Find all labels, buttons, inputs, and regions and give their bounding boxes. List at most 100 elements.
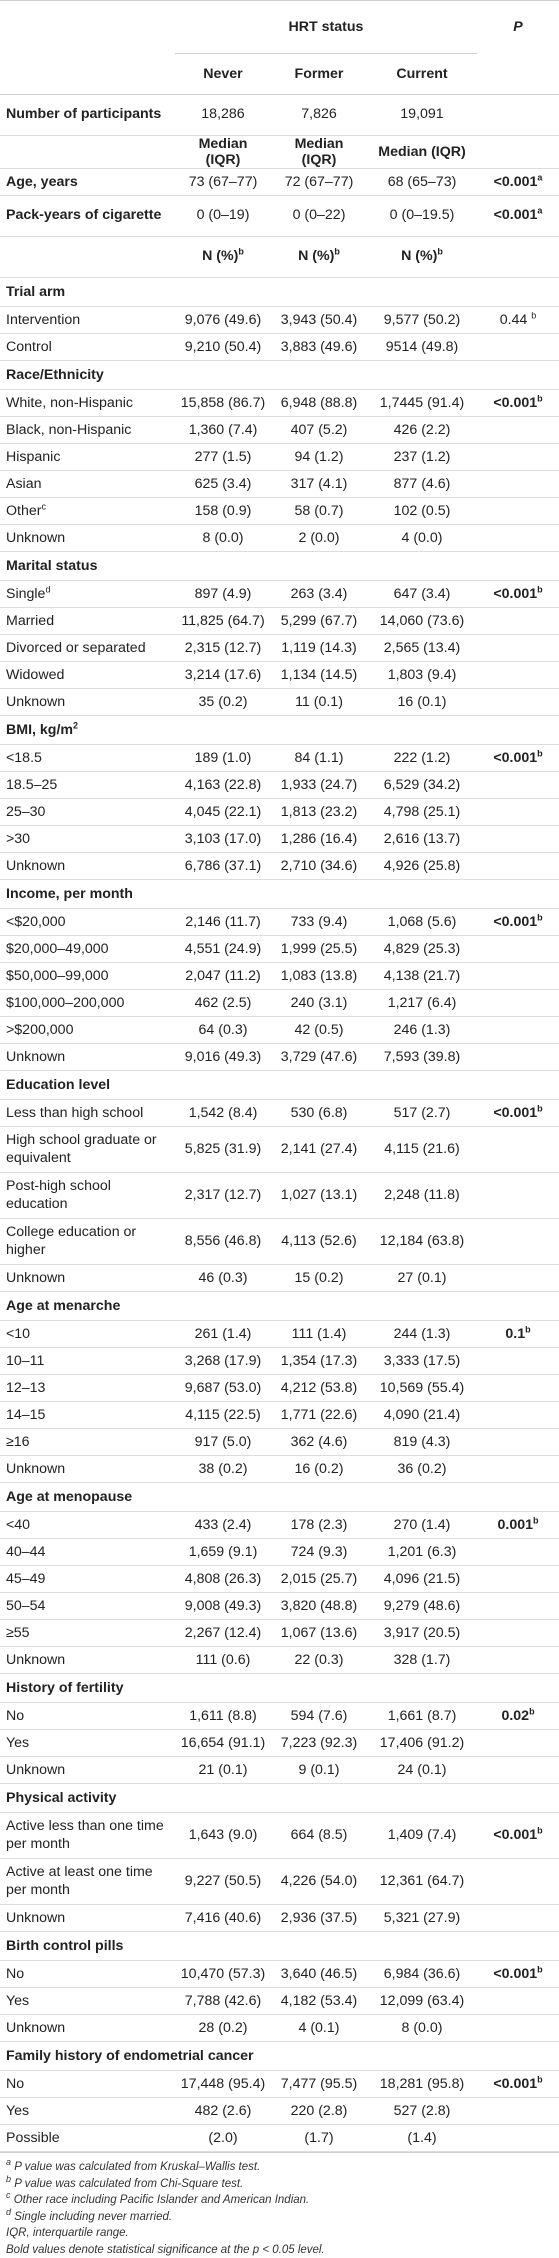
cell-former: 22 (0.3) [271,1647,367,1674]
cell-never: 261 (1.4) [175,1321,271,1348]
p-value [477,662,559,689]
cell-never: 2,317 (12.7) [175,1173,271,1219]
cell-never: 2,315 (12.7) [175,635,271,662]
row-label: 10–11 [0,1348,175,1375]
cell-current: 4,115 (21.6) [367,1127,477,1173]
row-label: No [0,1703,175,1730]
cell-former: 4,226 (54.0) [271,1859,367,1905]
row-label: Unknown [0,525,175,552]
p-value: <0.001b [477,1961,559,1988]
section-title: Age at menopause [0,1483,559,1512]
cell-former: 1,134 (14.5) [271,662,367,689]
section-title: Race/Ethnicity [0,361,559,390]
row-label: Unknown [0,1456,175,1483]
section-header-row: Family history of endometrial cancer [0,2042,559,2071]
median-header-current: Median (IQR) [367,136,477,169]
cell-current: 2,565 (13.4) [367,635,477,662]
section-header-row: Age at menarche [0,1292,559,1321]
row-label: Divorced or separated [0,635,175,662]
cell-current: 2,248 (11.8) [367,1173,477,1219]
cell-never: (2.0) [175,2125,271,2152]
cell-current: 246 (1.3) [367,1017,477,1044]
p-value [477,1127,559,1173]
p-value [477,1348,559,1375]
row-label: Yes [0,2098,175,2125]
p-value: 0.02b [477,1703,559,1730]
cell-never: 3,268 (17.9) [175,1348,271,1375]
cell-former: 42 (0.5) [271,1017,367,1044]
p-value [477,1988,559,2015]
footnote: c Other race including Pacific Islander … [6,2192,553,2209]
cell-current: 36 (0.2) [367,1456,477,1483]
cell-never: 28 (0.2) [175,2015,271,2042]
cell-never: 64 (0.3) [175,1017,271,1044]
section-header-row: Trial arm [0,278,559,307]
cell-former: 1,999 (25.5) [271,936,367,963]
col-former-header: Former [271,54,367,95]
section-header-row: BMI, kg/m2 [0,716,559,745]
cell-former: 1,286 (16.4) [271,826,367,853]
section-header-row: Physical activity [0,1784,559,1813]
cell-current: 4,926 (25.8) [367,853,477,880]
row-label: $20,000–49,000 [0,936,175,963]
cell-former: 240 (3.1) [271,990,367,1017]
cell-current: 270 (1.4) [367,1512,477,1539]
row-label: 25–30 [0,799,175,826]
footnote: a P value was calculated from Kruskal–Wa… [6,2159,553,2176]
p-value [477,1044,559,1071]
row-label: 45–49 [0,1566,175,1593]
participants-row: Number of participants 18,286 7,826 19,0… [0,95,559,136]
cell-former: 7,223 (92.3) [271,1730,367,1757]
cell-never: 9,210 (50.4) [175,334,271,361]
row-label: Possible [0,2125,175,2152]
age-current: 68 (65–73) [367,169,477,196]
cell-former: 3,943 (50.4) [271,307,367,334]
row-label: Widowed [0,662,175,689]
cell-never: 11,825 (64.7) [175,608,271,635]
section-title: History of fertility [0,1674,559,1703]
cell-current: 6,984 (36.6) [367,1961,477,1988]
row-label: Married [0,608,175,635]
p-value [477,1017,559,1044]
cell-former: 733 (9.4) [271,909,367,936]
cell-former: 594 (7.6) [271,1703,367,1730]
cell-current: 4,096 (21.5) [367,1566,477,1593]
cell-current: 10,569 (55.4) [367,1375,477,1402]
row-label: Yes [0,1988,175,2015]
section-header-row: History of fertility [0,1674,559,1703]
cell-never: 21 (0.1) [175,1757,271,1784]
cell-never: 433 (2.4) [175,1512,271,1539]
cell-former: 4,212 (53.8) [271,1375,367,1402]
row-label: >$200,000 [0,1017,175,1044]
cell-former: 2,141 (27.4) [271,1127,367,1173]
row-label: >30 [0,826,175,853]
p-value: <0.001b [477,909,559,936]
row-label: Intervention [0,307,175,334]
cell-never: 7,788 (42.6) [175,1988,271,2015]
p-value [477,1905,559,1932]
cell-former: 1,771 (22.6) [271,1402,367,1429]
cell-never: 1,643 (9.0) [175,1813,271,1859]
hrt-characteristics-table: HRT status P Never Former Current Number… [0,0,559,2152]
p-value: <0.001b [477,1100,559,1127]
col-never-header: Never [175,54,271,95]
section-header-row: Birth control pills [0,1932,559,1961]
pack-years-former: 0 (0–22) [271,196,367,237]
cell-former: 16 (0.2) [271,1456,367,1483]
cell-current: 4,138 (21.7) [367,963,477,990]
cell-current: 1,217 (6.4) [367,990,477,1017]
cell-never: 6,786 (37.1) [175,853,271,880]
